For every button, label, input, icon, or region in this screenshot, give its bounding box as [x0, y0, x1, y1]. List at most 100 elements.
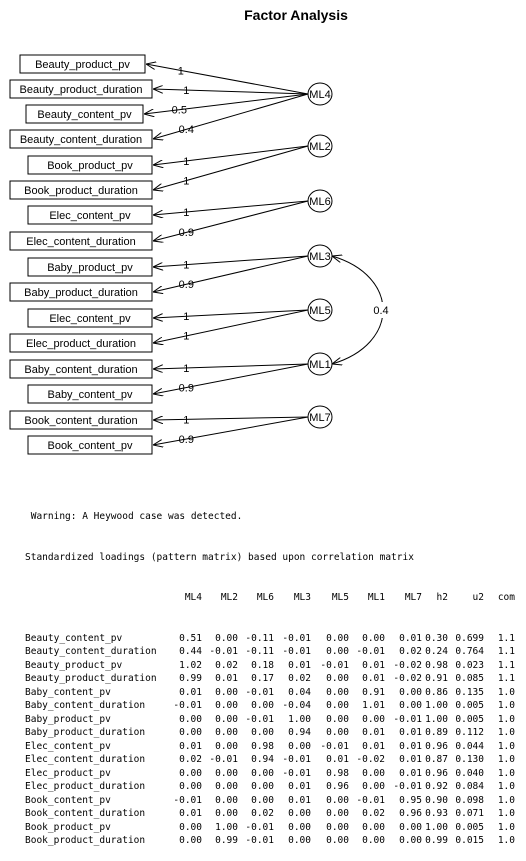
loading-cell: 1.1 [497, 646, 515, 657]
row-variable-name: Book_content_duration [25, 808, 146, 819]
loading-cell: 0.98 [425, 659, 448, 671]
loading-cell: -0.01 [282, 646, 311, 657]
loading-cell: 1.0 [497, 821, 515, 833]
loading-cell: 0.02 [362, 808, 385, 819]
indicator-label: Beauty_product_pv [35, 59, 130, 71]
loading-cell: 0.01 [399, 727, 422, 738]
loading-cell: 1.0 [497, 700, 515, 711]
row-variable-name: Baby_content_pv [25, 686, 111, 698]
loading-cell: -0.01 [393, 781, 422, 792]
loading-cell: 0.00 [251, 794, 274, 806]
loading-path-12 [153, 363, 309, 369]
loading-cell: 0.01 [399, 754, 422, 765]
loading-cell: 0.130 [455, 754, 484, 765]
loading-path-10 [153, 309, 309, 318]
loading-cell: 0.00 [326, 673, 349, 684]
indicator-label: Elec_content_pv [49, 313, 131, 325]
loading-cell: 0.17 [251, 673, 274, 684]
loading-path-0 [146, 64, 309, 95]
loading-cell: 0.00 [326, 821, 349, 833]
loading-cell: 0.00 [326, 808, 349, 819]
loading-cell: -0.01 [282, 754, 311, 765]
loading-cell: -0.02 [393, 659, 422, 671]
loading-cell: -0.01 [173, 700, 202, 711]
table-row: Baby_product_pv 0.00 0.00 -0.01 1.00 0.00 0.00… [0, 713, 526, 727]
loading-cell: -0.01 [320, 740, 349, 752]
loading-weight: 1 [183, 156, 189, 168]
indicator-box-frame [27, 435, 153, 455]
loading-cell: 0.96 [326, 781, 349, 792]
table-row: Baby_product_duration 0.00 0.00 0.00 0.94 0.0… [0, 726, 526, 740]
loading-cell: -0.01 [320, 659, 349, 671]
indicator-box-frame [27, 155, 153, 175]
loading-cell: 0.89 [425, 727, 448, 738]
loading-weight: 1 [183, 331, 189, 343]
loading-path-5 [153, 145, 309, 190]
loading-cell: 0.01 [179, 808, 202, 819]
indicator-box-beauty-product-pv: Beauty_product_pv [19, 54, 146, 74]
loading-cell: 0.00 [215, 740, 238, 752]
loadings-table: Beauty_content_pv 0.51 0.00 -0.11 -0.01 0.00 0… [0, 632, 526, 848]
loading-cell: -0.01 [245, 686, 274, 698]
loading-cell: 0.30 [425, 632, 448, 644]
row-variable-name: Beauty_content_pv [25, 632, 123, 644]
loading-cell: 0.24 [425, 646, 448, 657]
loading-cell: 1.0 [497, 767, 515, 779]
row-variable-name: Book_product_duration [25, 835, 146, 846]
loading-cell: -0.11 [245, 646, 274, 657]
row-variable-name: Baby_product_duration [25, 727, 146, 738]
indicator-label: Book_product_duration [24, 185, 138, 197]
loading-cell: 1.02 [179, 659, 202, 671]
loading-cell: 0.00 [215, 727, 238, 738]
loading-cell: 0.01 [362, 740, 385, 752]
column-header-ml3: ML3 [293, 592, 311, 603]
loading-cell: 0.00 [288, 821, 311, 833]
loading-cell: 0.005 [455, 821, 484, 833]
factor-ellipse [307, 134, 333, 158]
loading-cell: 0.98 [326, 767, 349, 779]
loading-cell: 0.00 [179, 835, 202, 846]
indicator-label: Baby_product_pv [47, 262, 133, 274]
loading-path-11 [153, 309, 309, 343]
indicator-box-baby-product-pv: Baby_product_pv [27, 257, 153, 277]
loading-cell: 0.00 [179, 781, 202, 792]
loading-cell: 0.00 [362, 713, 385, 725]
loading-cell: 0.085 [455, 673, 484, 684]
loading-cell: 0.01 [288, 659, 311, 671]
indicator-box-frame [25, 104, 144, 124]
heading-line: Standardized loadings (pattern matrix) b… [25, 551, 414, 563]
loading-cell: 0.00 [215, 781, 238, 792]
loading-cell: 1.0 [497, 754, 515, 765]
loading-path-6 [153, 200, 309, 215]
indicator-box-frame [9, 180, 153, 200]
loading-cell: 0.98 [251, 740, 274, 752]
table-row: Book_product_duration 0.00 0.99 -0.01 0.00 0.… [0, 834, 526, 848]
loading-cell: 0.04 [288, 686, 311, 698]
loading-cell: 1.0 [497, 781, 515, 792]
loading-cell: -0.01 [209, 646, 238, 657]
loading-path-15 [153, 416, 309, 445]
loading-path-1 [153, 89, 309, 95]
loading-cell: 0.00 [251, 781, 274, 792]
loading-cell: 0.098 [455, 794, 484, 806]
loading-cell: -0.01 [356, 646, 385, 657]
loading-path-13 [153, 363, 309, 394]
indicator-box-elec-product-duration: Elec_product_duration [9, 333, 153, 353]
loading-cell: 0.699 [455, 632, 484, 644]
loading-cell: 0.00 [179, 767, 202, 779]
indicator-box-book-content-duration: Book_content_duration [9, 410, 153, 430]
loading-cell: 0.00 [215, 794, 238, 806]
loading-weight: 1 [183, 363, 189, 375]
loading-cell: 0.00 [362, 767, 385, 779]
loading-weight: 0.9 [179, 382, 194, 394]
indicator-box-frame [9, 359, 153, 379]
row-variable-name: Beauty_product_duration [25, 673, 157, 684]
loading-cell: 0.96 [399, 808, 422, 819]
column-header-ml2: ML2 [220, 592, 238, 603]
factor-diagram: Factor Analysis 1 1 0.5 0.4 1 1 1 0.9 1 0.9 1 1 1 0.9… [9, 7, 389, 455]
loading-cell: 0.00 [399, 686, 422, 698]
loading-cell: 0.040 [455, 767, 484, 779]
loading-cell: 0.02 [288, 673, 311, 684]
loading-path-7 [153, 200, 309, 241]
loading-cell: 1.0 [497, 740, 515, 752]
